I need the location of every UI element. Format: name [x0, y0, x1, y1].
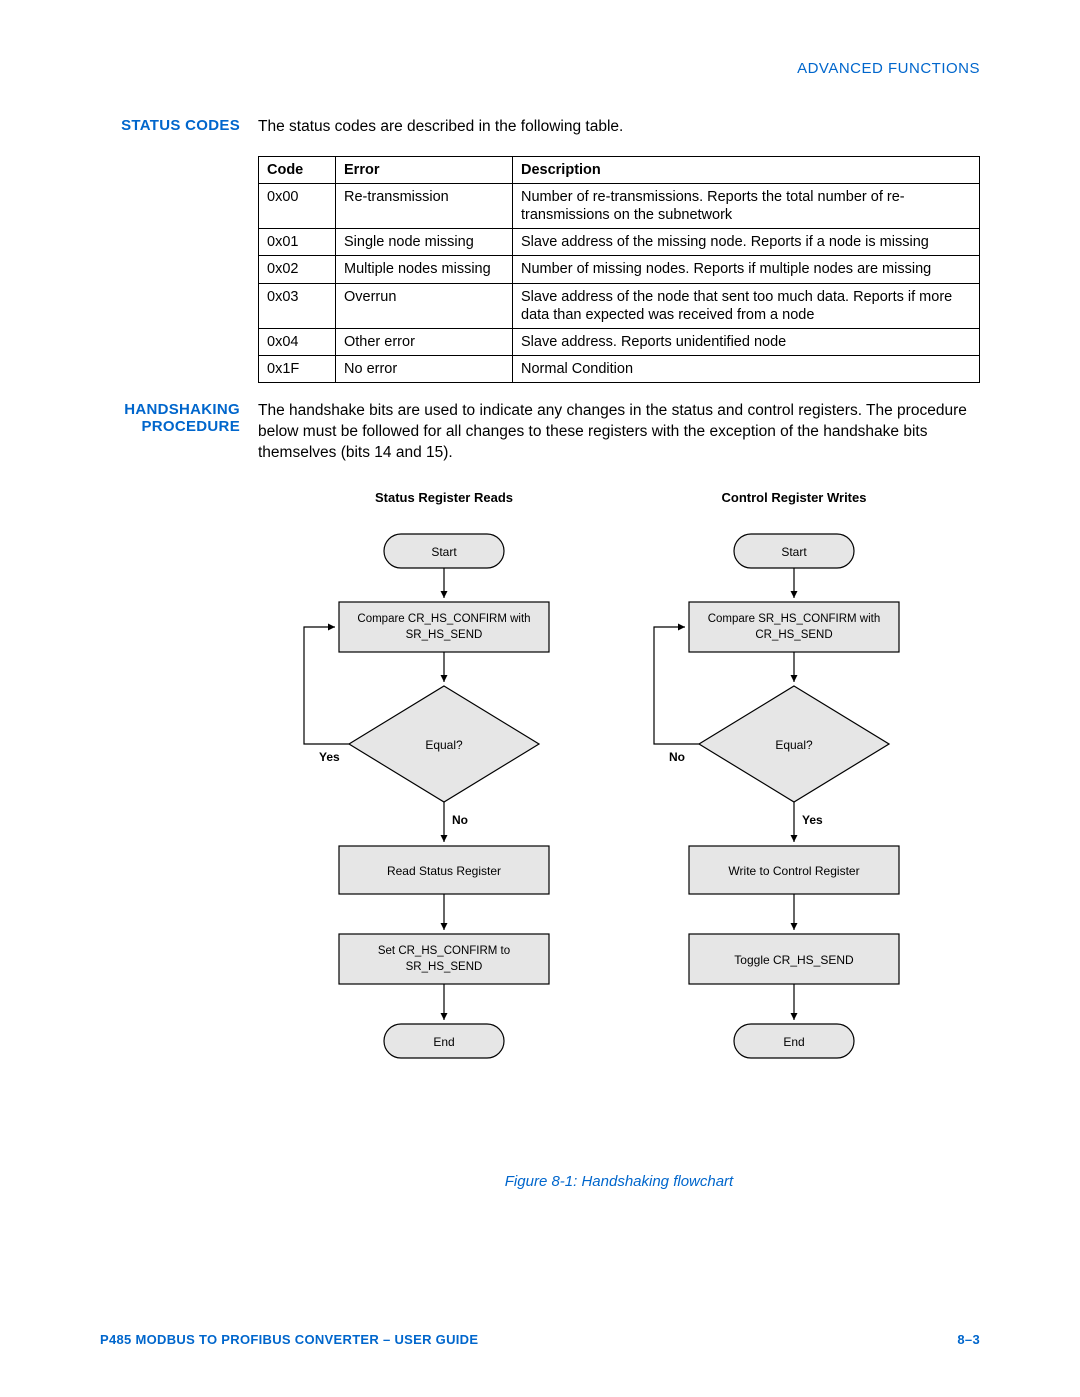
- table-row: 0x00Re-transmissionNumber of re-transmis…: [259, 184, 980, 229]
- flow-action2-l1: Toggle CR_HS_SEND: [734, 953, 854, 967]
- handshaking-text: The handshake bits are used to indicate …: [258, 401, 980, 464]
- flow-decision-text: Equal?: [775, 738, 813, 752]
- col-error: Error: [336, 156, 513, 183]
- header-right: ADVANCED FUNCTIONS: [100, 60, 980, 77]
- table-row: 0x04Other errorSlave address. Reports un…: [259, 328, 980, 355]
- flowchart-container: Status Register Reads Control Register W…: [258, 484, 980, 1192]
- figure-caption: Figure 8-1: Handshaking flowchart: [258, 1172, 980, 1192]
- flow-compare-l2: SR_HS_SEND: [406, 629, 483, 641]
- flow-compare-l1: Compare CR_HS_CONFIRM with: [357, 613, 530, 625]
- handshaking-flowchart: Status Register Reads Control Register W…: [269, 484, 969, 1164]
- handshaking-label: HANDSHAKING PROCEDURE: [100, 401, 258, 1192]
- flow-action1-text: Write to Control Register: [728, 864, 859, 878]
- table-row: 0x02Multiple nodes missingNumber of miss…: [259, 256, 980, 283]
- flow-start-text: Start: [781, 545, 807, 559]
- flow-end-text: End: [783, 1035, 804, 1049]
- flow-compare-l2: CR_HS_SEND: [755, 629, 832, 641]
- status-codes-table: Code Error Description 0x00Re-transmissi…: [258, 156, 980, 383]
- flow-action2-node: [339, 934, 549, 984]
- flow-branch-yes: Yes: [319, 750, 340, 764]
- page: ADVANCED FUNCTIONS STATUS CODES The stat…: [0, 0, 1080, 1397]
- flow-branch-no: No: [669, 750, 685, 764]
- flow-compare-node: [689, 602, 899, 652]
- flow-branch-yes: Yes: [802, 813, 823, 827]
- status-codes-intro: The status codes are described in the fo…: [258, 117, 980, 138]
- status-codes-body: The status codes are described in the fo…: [258, 117, 980, 383]
- flow-branch-no: No: [452, 813, 468, 827]
- table-row: 0x03OverrunSlave address of the node tha…: [259, 283, 980, 328]
- flow-col0-title: Status Register Reads: [375, 490, 513, 505]
- footer-right: 8–3: [957, 1332, 980, 1347]
- flow-end-text: End: [433, 1035, 454, 1049]
- table-header-row: Code Error Description: [259, 156, 980, 183]
- flow-action2-l1: Set CR_HS_CONFIRM to: [378, 945, 510, 957]
- flow-action2-l2: SR_HS_SEND: [406, 961, 483, 973]
- handshaking-body: The handshake bits are used to indicate …: [258, 401, 980, 1192]
- flow-col1-title: Control Register Writes: [722, 490, 867, 505]
- flow-compare-node: [339, 602, 549, 652]
- footer-left: P485 MODBUS TO PROFIBUS CONVERTER – USER…: [100, 1332, 478, 1347]
- status-codes-label: STATUS CODES: [100, 117, 258, 383]
- table-row: 0x01Single node missingSlave address of …: [259, 229, 980, 256]
- col-description: Description: [513, 156, 980, 183]
- status-codes-section: STATUS CODES The status codes are descri…: [100, 117, 980, 383]
- flow-action1-text: Read Status Register: [387, 864, 501, 878]
- handshaking-section: HANDSHAKING PROCEDURE The handshake bits…: [100, 401, 980, 1192]
- col-code: Code: [259, 156, 336, 183]
- page-footer: P485 MODBUS TO PROFIBUS CONVERTER – USER…: [100, 1332, 980, 1347]
- flow-start-text: Start: [431, 545, 457, 559]
- flow-compare-l1: Compare SR_HS_CONFIRM with: [708, 613, 881, 625]
- table-row: 0x1FNo errorNormal Condition: [259, 355, 980, 382]
- flow-decision-text: Equal?: [425, 738, 463, 752]
